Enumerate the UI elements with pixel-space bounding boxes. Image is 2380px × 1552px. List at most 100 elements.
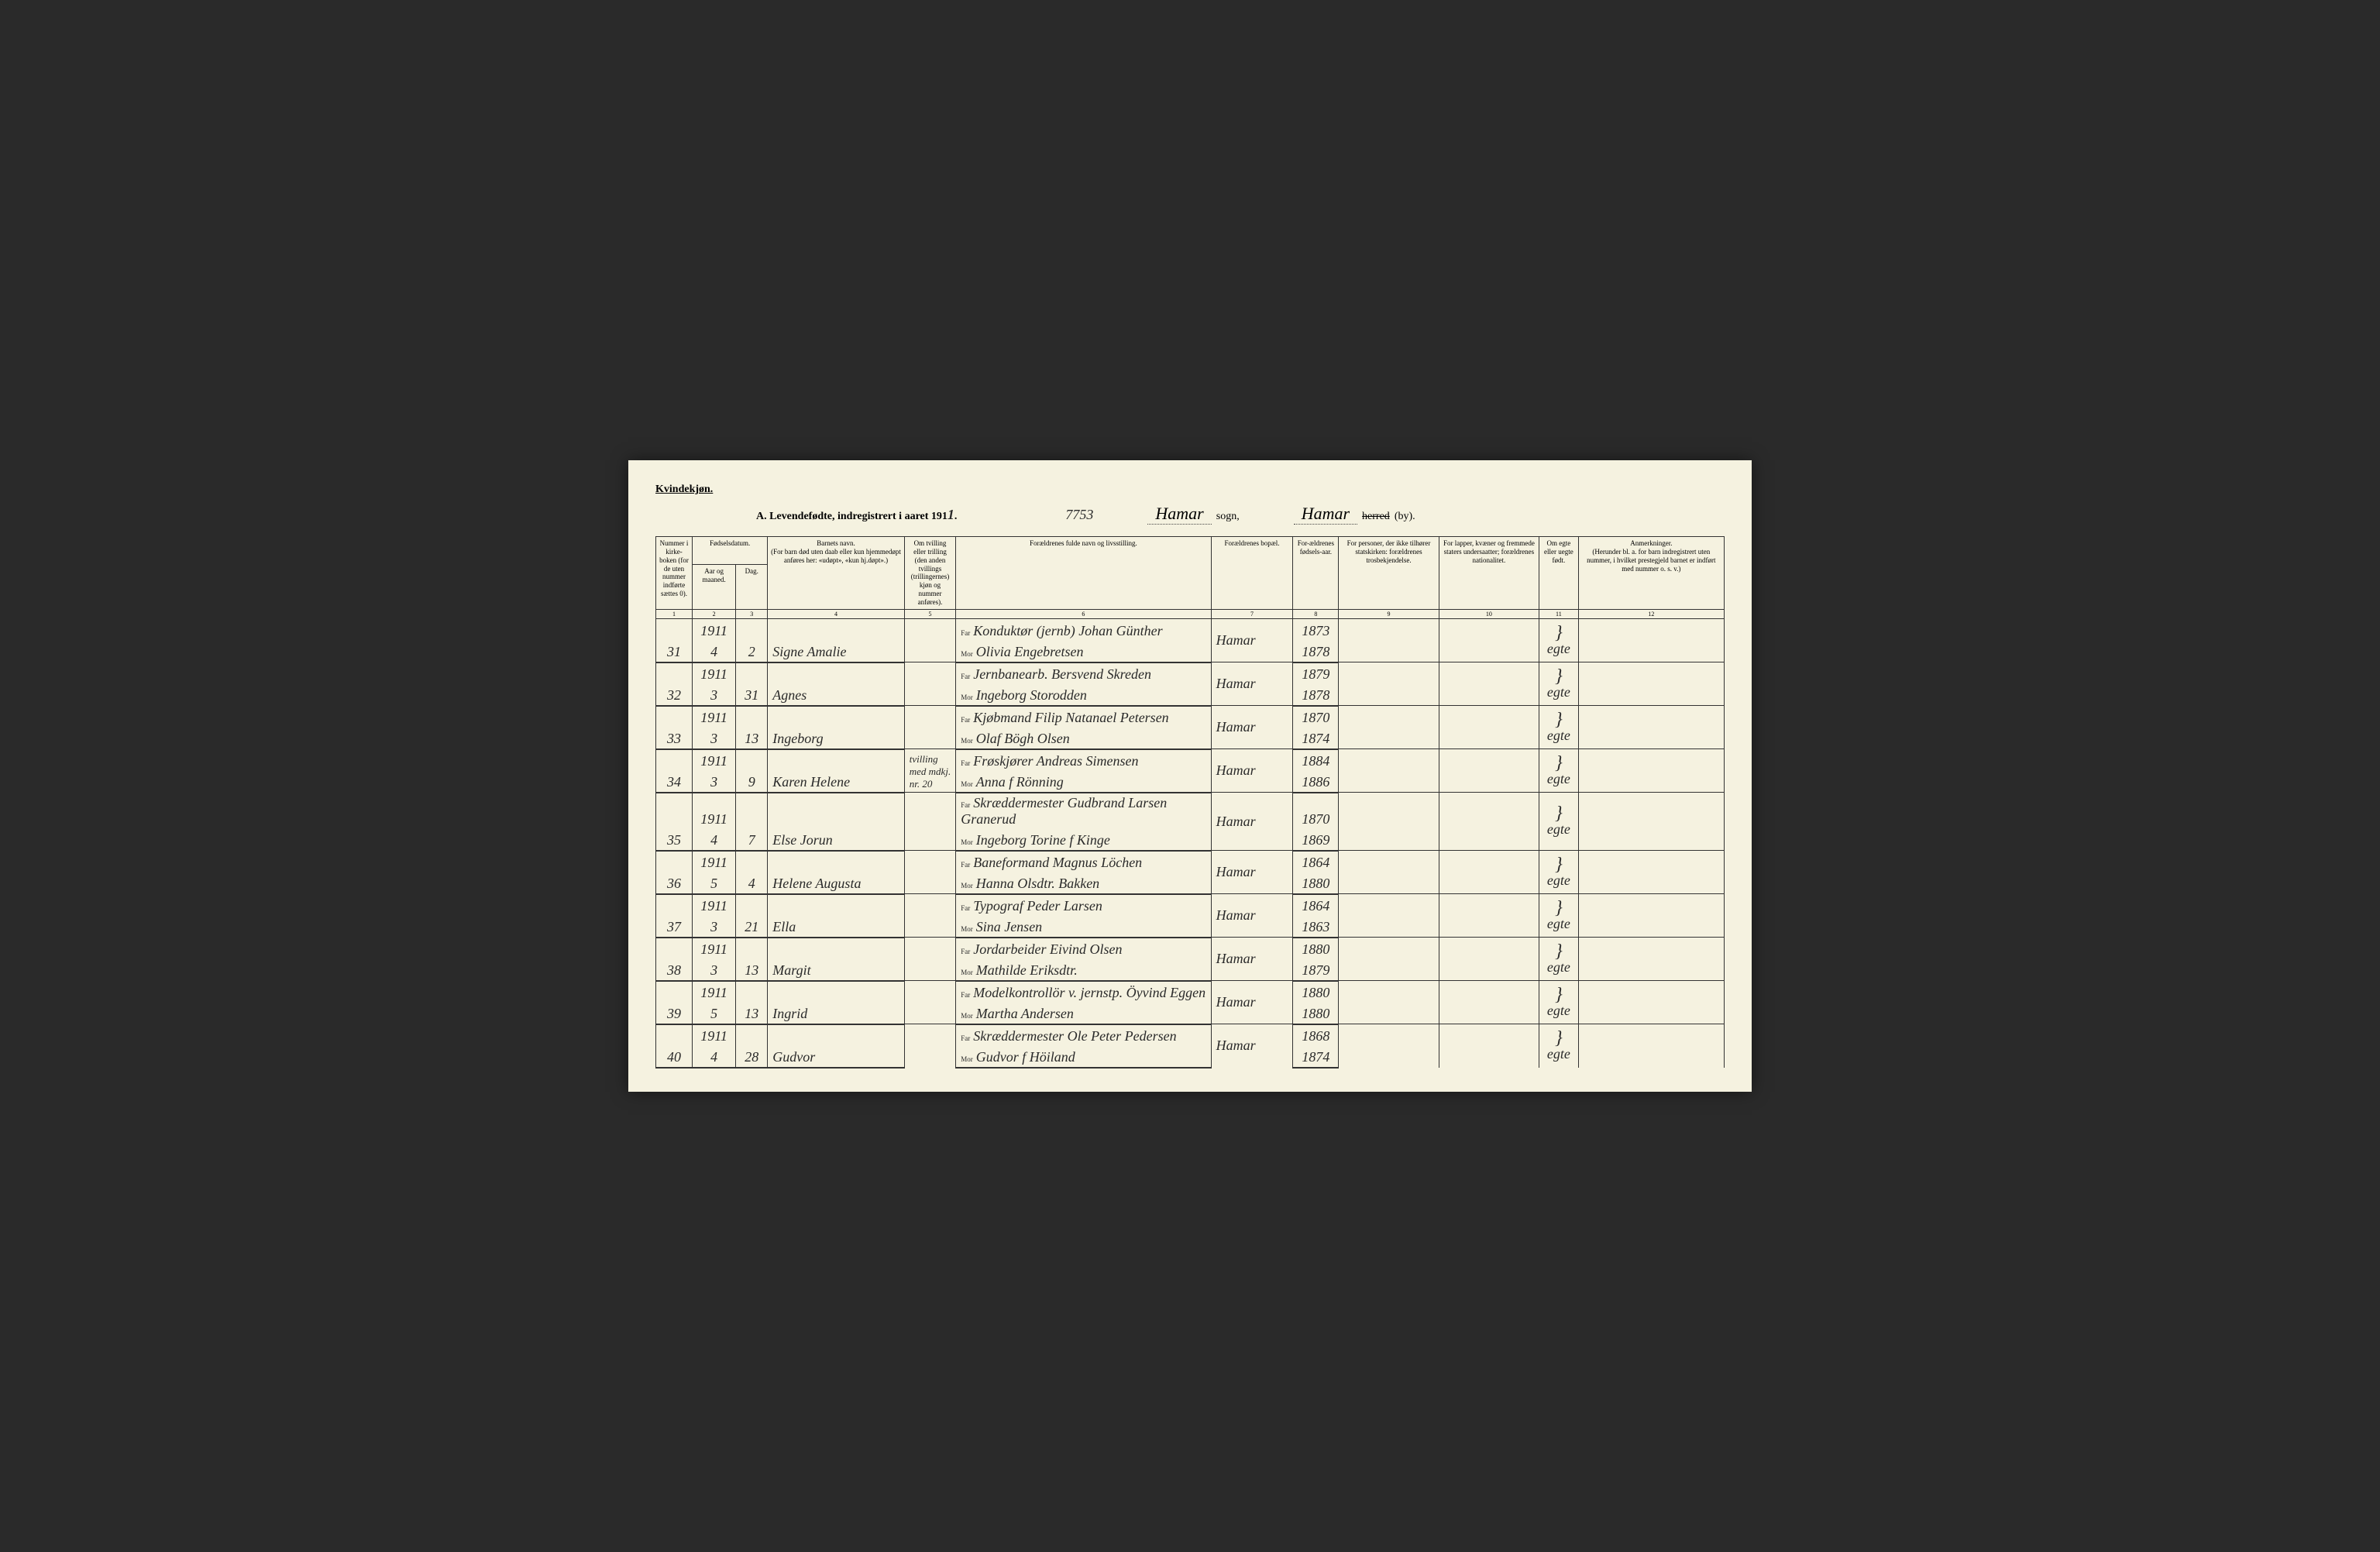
- col-header-11: Om egte eller uegte født.: [1539, 537, 1579, 609]
- cell-far-aar: 1868: [1293, 1024, 1339, 1046]
- cell-name: [768, 749, 904, 771]
- cell-year: 1911: [693, 1024, 736, 1046]
- cell-day: 4: [736, 872, 768, 894]
- col-header-6: Forældrenes fulde navn og livsstilling.: [956, 537, 1211, 609]
- col-header-8: For-ældrenes fødsels-aar.: [1293, 537, 1339, 609]
- cell-name: [768, 619, 904, 641]
- cell-day: [736, 619, 768, 641]
- cell-col9: [1339, 706, 1439, 749]
- col-header-5: Om tvilling eller trilling (den anden tv…: [904, 537, 955, 609]
- cell-name: [768, 662, 904, 684]
- cell-bopael: Hamar: [1211, 619, 1293, 662]
- table-row: 1911FarKjøbmand Filip Natanael PetersenH…: [656, 706, 1725, 728]
- cell-month: 3: [693, 916, 736, 938]
- cell-egte: } egte: [1539, 793, 1579, 851]
- cell-day: 2: [736, 641, 768, 662]
- cell-col10: [1439, 662, 1539, 706]
- table-body: 1911FarKonduktør (jernb) Johan GüntherHa…: [656, 619, 1725, 1068]
- cell-num: [656, 938, 693, 959]
- sogn-value: Hamar: [1147, 504, 1211, 525]
- cell-num: [656, 894, 693, 916]
- cell-name: Helene Augusta: [768, 872, 904, 894]
- cell-year: 1911: [693, 981, 736, 1003]
- cell-col10: [1439, 851, 1539, 894]
- cell-num: 40: [656, 1046, 693, 1068]
- cell-anm: [1578, 981, 1724, 1024]
- cell-name: [768, 793, 904, 829]
- cell-twin: tvilling med mdkj. nr. 20: [904, 749, 955, 793]
- cell-anm: [1578, 749, 1724, 793]
- cell-name: [768, 851, 904, 872]
- cell-year: 1911: [693, 938, 736, 959]
- cell-month: 5: [693, 872, 736, 894]
- col-header-12: Anmerkninger. (Herunder bl. a. for barn …: [1578, 537, 1724, 609]
- cell-col9: [1339, 793, 1439, 851]
- table-row: 1911FarTypograf Peder LarsenHamar1864} e…: [656, 894, 1725, 916]
- table-row: 1911FarJernbanearb. Bersvend SkredenHama…: [656, 662, 1725, 684]
- cell-name: Else Jorun: [768, 829, 904, 851]
- cell-day: [736, 793, 768, 829]
- sogn-label: sogn,: [1216, 511, 1240, 523]
- cell-twin: [904, 619, 955, 662]
- cell-bopael: Hamar: [1211, 749, 1293, 793]
- cell-name: Ella: [768, 916, 904, 938]
- cell-day: [736, 894, 768, 916]
- cell-num: 38: [656, 959, 693, 981]
- col-header-2b: Dag.: [736, 565, 768, 610]
- cell-col9: [1339, 894, 1439, 938]
- cell-month: 3: [693, 728, 736, 749]
- cell-name: [768, 981, 904, 1003]
- cell-bopael: Hamar: [1211, 706, 1293, 749]
- cell-bopael: Hamar: [1211, 894, 1293, 938]
- cell-name: [768, 706, 904, 728]
- cell-mor: MorSina Jensen: [956, 916, 1211, 938]
- cell-day: 21: [736, 916, 768, 938]
- page-title: A. Levendefødte, indregistrert i aaret 1…: [756, 507, 957, 523]
- cell-num: 31: [656, 641, 693, 662]
- cell-num: 34: [656, 771, 693, 793]
- herred-value: Hamar: [1294, 504, 1357, 525]
- cell-year: 1911: [693, 619, 736, 641]
- cell-year: 1911: [693, 851, 736, 872]
- cell-far: FarBaneformand Magnus Löchen: [956, 851, 1211, 872]
- cell-day: 13: [736, 1003, 768, 1024]
- cell-anm: [1578, 706, 1724, 749]
- gender-heading: Kvindekjøn.: [655, 483, 1725, 496]
- cell-egte: } egte: [1539, 749, 1579, 793]
- cell-num: [656, 981, 693, 1003]
- cell-far: FarKonduktør (jernb) Johan Günther: [956, 619, 1211, 641]
- cell-col9: [1339, 938, 1439, 981]
- cell-far-aar: 1870: [1293, 793, 1339, 829]
- cell-name: [768, 894, 904, 916]
- cell-name: Agnes: [768, 684, 904, 706]
- register-page: Kvindekjøn. A. Levendefødte, indregistre…: [628, 460, 1752, 1091]
- table-row: 1911FarModelkontrollör v. jernstp. Öyvin…: [656, 981, 1725, 1003]
- cell-twin: [904, 706, 955, 749]
- cell-bopael: Hamar: [1211, 938, 1293, 981]
- cell-mor-aar: 1878: [1293, 684, 1339, 706]
- herred-strike: herred: [1362, 511, 1390, 523]
- cell-num: [656, 1024, 693, 1046]
- cell-col9: [1339, 662, 1439, 706]
- cell-anm: [1578, 662, 1724, 706]
- cell-bopael: Hamar: [1211, 662, 1293, 706]
- cell-num: 33: [656, 728, 693, 749]
- cell-col9: [1339, 1024, 1439, 1068]
- herred-label: (by).: [1395, 511, 1415, 523]
- cell-day: [736, 981, 768, 1003]
- cell-day: [736, 749, 768, 771]
- cell-num: 36: [656, 872, 693, 894]
- cell-far: FarKjøbmand Filip Natanael Petersen: [956, 706, 1211, 728]
- cell-num: [656, 793, 693, 829]
- cell-num: [656, 619, 693, 641]
- cell-num: 35: [656, 829, 693, 851]
- cell-mor: MorMathilde Eriksdtr.: [956, 959, 1211, 981]
- cell-day: 13: [736, 959, 768, 981]
- cell-col9: [1339, 981, 1439, 1024]
- cell-col9: [1339, 619, 1439, 662]
- cell-twin: [904, 662, 955, 706]
- cell-anm: [1578, 938, 1724, 981]
- col-header-9: For personer, der ikke tilhører statskir…: [1339, 537, 1439, 609]
- register-table: Nummer i kirke-boken (for de uten nummer…: [655, 536, 1725, 1068]
- col-header-2a: Aar og maaned.: [693, 565, 736, 610]
